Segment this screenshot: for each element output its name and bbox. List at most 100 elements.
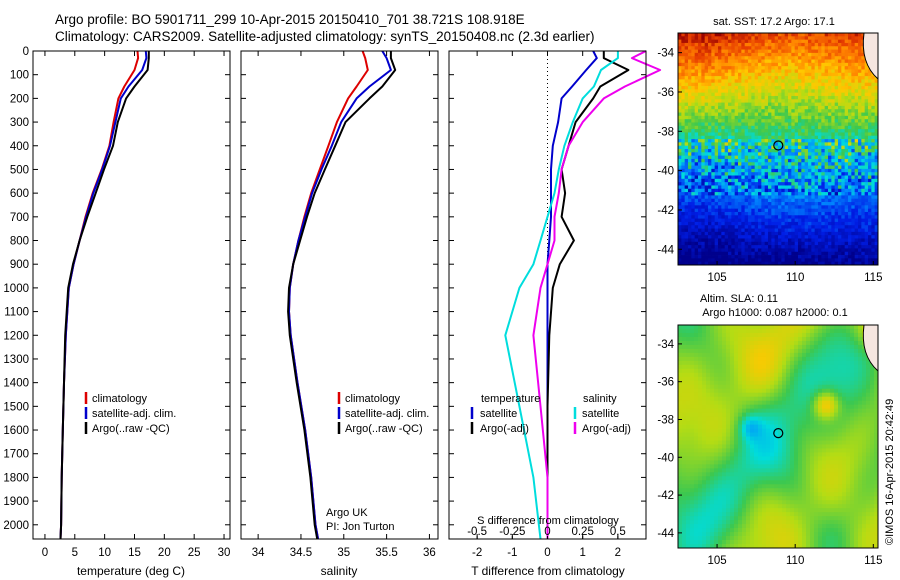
map-cell — [711, 192, 716, 196]
map-cell — [708, 221, 712, 226]
map-cell — [828, 172, 832, 176]
map-cell — [698, 129, 702, 133]
map-cell — [694, 135, 699, 140]
map-cell — [678, 172, 682, 176]
map-cell — [684, 142, 689, 147]
map-cell — [721, 202, 726, 206]
map-cell — [762, 344, 767, 350]
map-cell — [698, 221, 702, 226]
map-cell — [684, 165, 689, 170]
map-cell — [698, 225, 702, 229]
map-cell — [858, 188, 862, 193]
map-cell — [748, 72, 752, 77]
map-cell — [788, 165, 792, 170]
map-cell — [754, 192, 759, 196]
map-cell — [758, 62, 762, 67]
map-cell — [764, 218, 769, 223]
map-cell — [711, 92, 716, 97]
map-cell — [831, 129, 836, 133]
map-cell — [748, 33, 752, 37]
map-cell — [784, 36, 789, 41]
map-cell — [814, 198, 819, 203]
map-cell — [694, 66, 699, 70]
map-cell — [814, 122, 819, 127]
map-cell — [788, 188, 792, 193]
map-cell — [874, 255, 879, 259]
map-cell — [801, 178, 806, 183]
map-cell — [751, 248, 756, 253]
map-cell — [788, 195, 792, 200]
map-cell — [701, 228, 706, 233]
map-cell — [798, 72, 802, 77]
map-cell — [774, 165, 779, 170]
map-cell — [684, 221, 689, 226]
map-cell — [821, 139, 826, 143]
depth-tick-label: 400 — [10, 141, 29, 153]
map-cell — [711, 79, 716, 84]
map-cell — [774, 325, 779, 330]
map-cell — [741, 258, 746, 263]
map-cell — [828, 215, 832, 219]
map-cell — [871, 115, 876, 120]
map-cell — [731, 218, 736, 223]
map-cell — [684, 109, 689, 113]
map-cell — [728, 82, 732, 87]
map-cell — [808, 56, 812, 60]
map-cell — [724, 241, 729, 246]
map-cell — [684, 92, 689, 97]
map-cell — [814, 352, 819, 358]
map-cell — [811, 145, 816, 150]
map-cell — [811, 178, 816, 183]
map-cell — [734, 36, 739, 41]
map-cell — [794, 202, 799, 206]
map-cell — [781, 235, 786, 239]
map-cell — [708, 66, 712, 70]
map-cell — [874, 115, 879, 120]
map-cell — [694, 255, 699, 259]
map-cell — [868, 145, 872, 150]
map-cell — [701, 198, 706, 203]
map-cell — [774, 192, 779, 196]
map-cell — [864, 89, 869, 94]
map-cell — [778, 49, 782, 54]
map-cell — [714, 76, 719, 80]
map-cell — [678, 261, 682, 266]
map-cell — [690, 356, 695, 362]
map-cell — [788, 76, 792, 80]
map-cell — [854, 86, 859, 90]
map-cell — [830, 325, 835, 330]
map-cell — [874, 119, 879, 123]
map-cell — [781, 188, 786, 193]
map-cell — [778, 129, 782, 133]
map-cell — [824, 89, 829, 94]
map-cell — [744, 89, 749, 94]
map-cell — [814, 235, 819, 239]
map-cell — [708, 185, 712, 190]
map-cell — [714, 105, 719, 110]
map-cell — [821, 46, 826, 50]
map-cell — [874, 135, 879, 140]
sst-map-frame — [677, 32, 879, 266]
map-cell — [698, 198, 702, 203]
sst_map-lat-tick-label: -42 — [657, 205, 674, 217]
map-cell — [810, 344, 815, 350]
map-cell — [684, 235, 689, 239]
map-cell — [824, 122, 829, 127]
map-cell — [748, 261, 752, 266]
map-cell — [874, 102, 879, 107]
map-cell — [708, 192, 712, 196]
map-cell — [702, 340, 707, 346]
map-cell — [690, 348, 695, 354]
difference-legend-sal-argo: Argo(-adj) — [582, 423, 631, 435]
map-cell — [834, 255, 839, 259]
map-cell — [771, 235, 776, 239]
map-cell — [838, 185, 842, 190]
map-cell — [738, 215, 742, 219]
map-cell — [864, 122, 869, 127]
map-cell — [754, 129, 759, 133]
map-cell — [828, 39, 832, 44]
map-cell — [681, 115, 686, 120]
sst_map-lon-tick-label: 115 — [864, 272, 882, 284]
map-cell — [708, 102, 712, 107]
map-cell — [768, 33, 772, 37]
